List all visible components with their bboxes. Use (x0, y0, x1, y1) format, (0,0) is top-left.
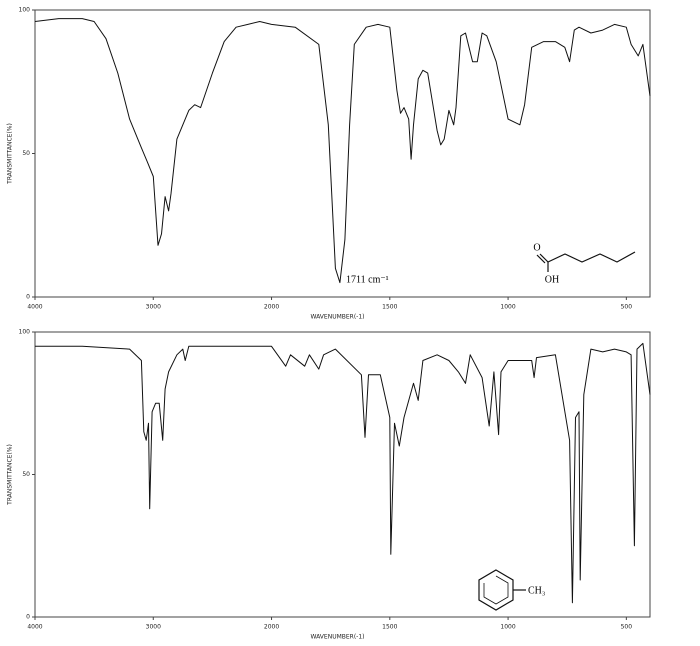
y-tick-label: 0 (26, 294, 30, 301)
annotation: 1711 cm⁻¹ (346, 274, 389, 285)
x-tick-label: 1500 (382, 304, 397, 311)
molecule-toluene (478, 569, 526, 611)
annotation: O (533, 242, 540, 253)
x-tick-label: 2000 (264, 304, 279, 311)
y-axis-label: TRANSMITTANCE(%) (7, 444, 14, 506)
y-tick-label: 50 (22, 150, 30, 157)
annotation: OH (545, 274, 559, 285)
x-tick-label: 500 (621, 624, 633, 631)
spectrum-line (34, 18, 651, 284)
plot-frame (34, 331, 651, 618)
molecule-hexanoic-acid (536, 251, 636, 272)
x-tick-label: 500 (621, 304, 633, 311)
x-axis-label: WAVENUMBER(-1) (310, 314, 364, 321)
x-tick-label: 3000 (146, 304, 161, 311)
x-tick-label: 4000 (27, 304, 42, 311)
annotation: CH₃ (528, 585, 545, 596)
x-tick-label: 2000 (264, 624, 279, 631)
x-tick-label: 3000 (146, 624, 161, 631)
x-tick-label: 1000 (500, 624, 515, 631)
y-tick-label: 100 (19, 329, 31, 336)
x-axis-label: WAVENUMBER(-1) (310, 634, 364, 641)
x-tick-label: 1500 (382, 624, 397, 631)
x-tick-label: 4000 (27, 624, 42, 631)
plot-frame (34, 9, 651, 298)
spectrum-line (35, 342, 651, 604)
x-tick-label: 1000 (500, 304, 515, 311)
y-axis-label: TRANSMITTANCE(%) (7, 123, 14, 185)
y-tick-label: 0 (26, 614, 30, 621)
y-tick-label: 100 (19, 7, 31, 14)
y-tick-label: 50 (22, 471, 30, 478)
